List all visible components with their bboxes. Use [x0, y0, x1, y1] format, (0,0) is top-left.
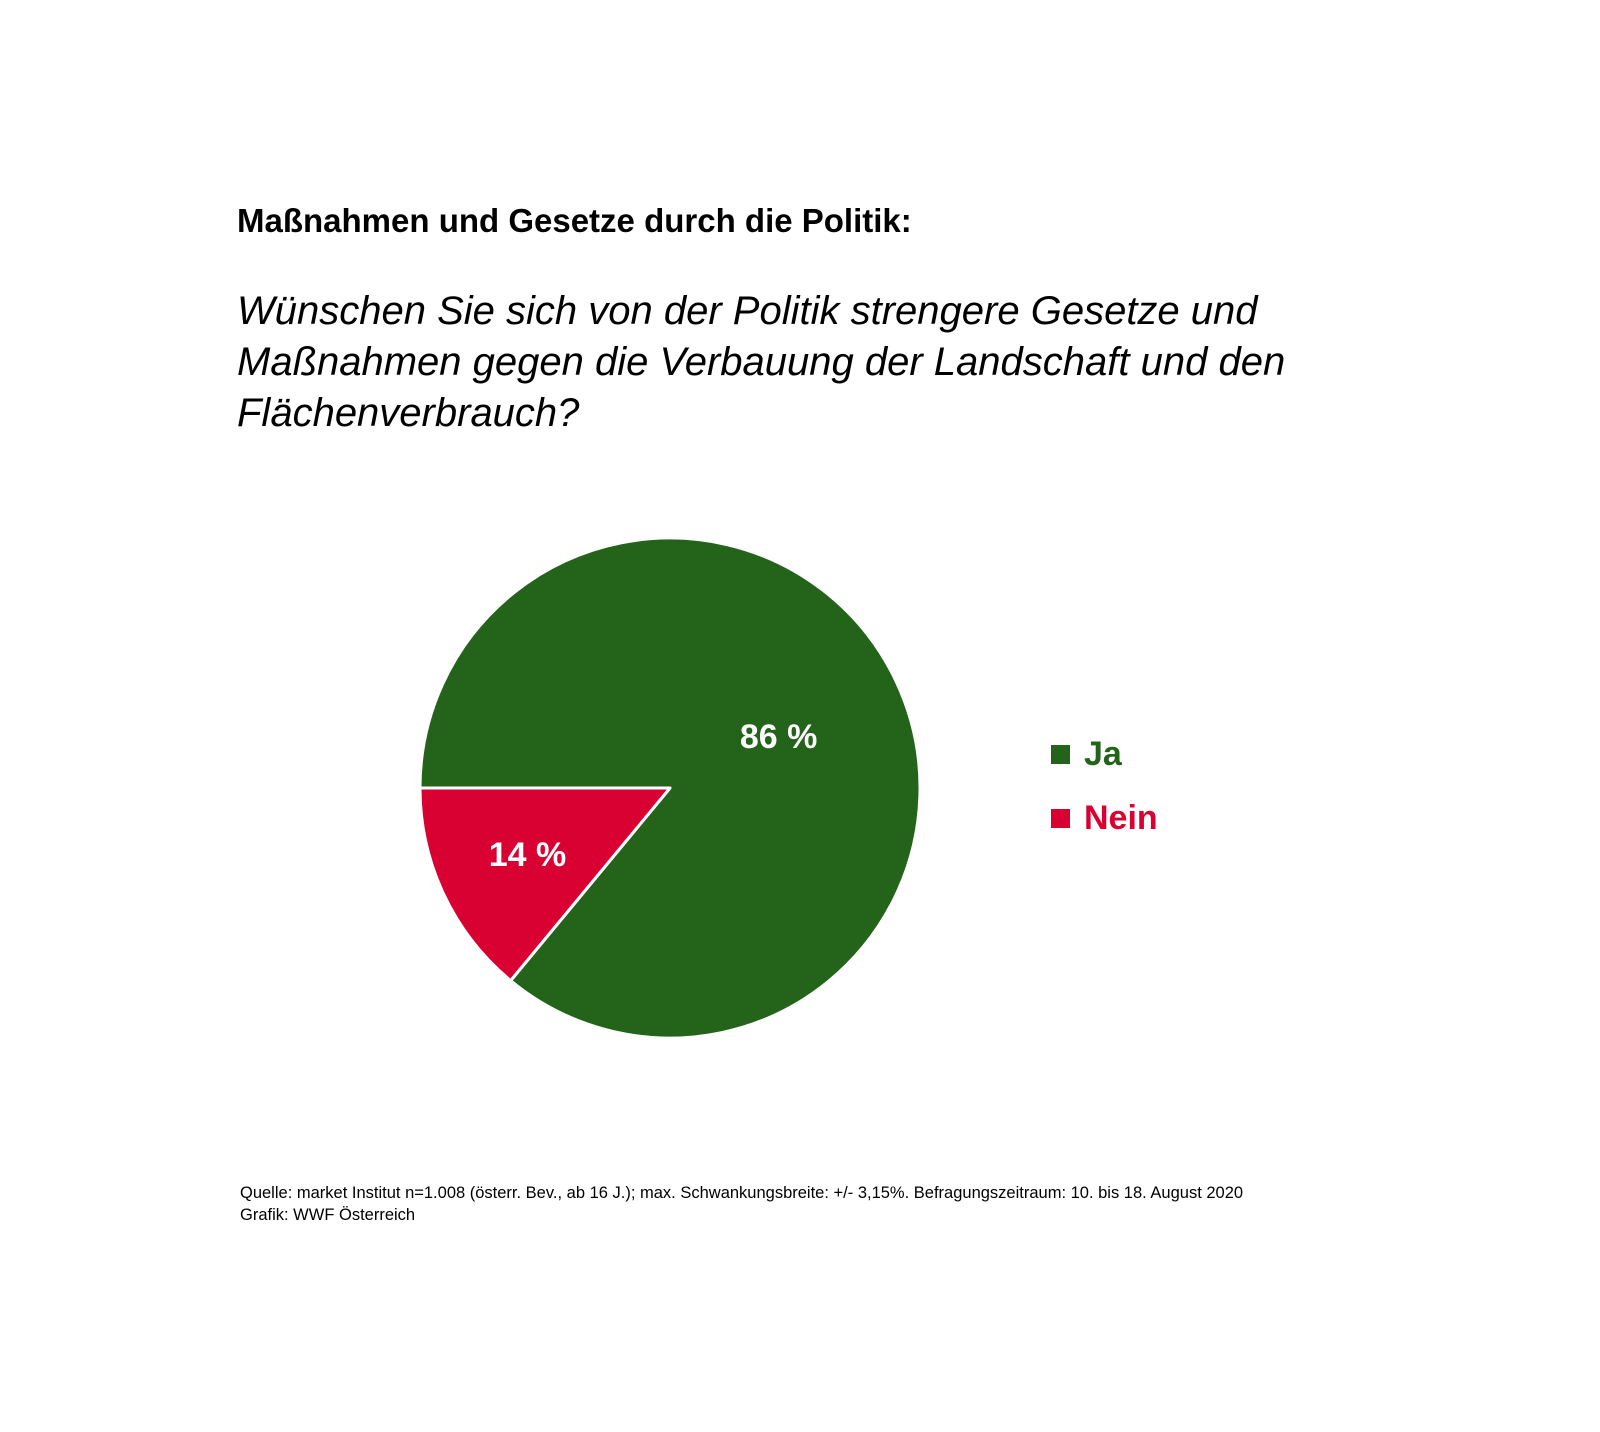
chart-heading: Maßnahmen und Gesetze durch die Politik:	[237, 202, 912, 239]
legend-item-ja: Ja	[1051, 722, 1158, 786]
source-note: Quelle: market Institut n=1.008 (österr.…	[240, 1182, 1243, 1226]
legend-label-nein: Nein	[1084, 798, 1158, 837]
graphic-credit: Grafik: WWF Österreich	[240, 1206, 416, 1224]
legend-label-ja: Ja	[1084, 734, 1122, 773]
source-text: Quelle: market Institut n=1.008 (österr.…	[240, 1184, 1244, 1202]
legend-swatch-nein	[1051, 808, 1070, 828]
survey-question: Wünschen Sie sich von der Politik streng…	[237, 289, 1286, 435]
pie-label-nein: 14 %	[489, 836, 567, 874]
legend-item-nein: Nein	[1051, 786, 1158, 850]
chart-legend: Ja Nein	[1051, 722, 1158, 850]
pie-label-ja: 86 %	[740, 718, 818, 756]
pie-slice-nein	[418, 786, 672, 983]
legend-swatch-ja	[1051, 744, 1070, 764]
